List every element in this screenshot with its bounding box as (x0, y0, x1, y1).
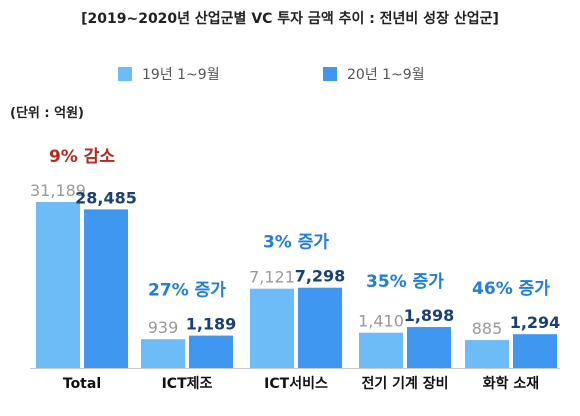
bar-2020-0 (84, 209, 128, 368)
bar-2019-3 (359, 332, 403, 368)
value-label-2019-4: 885 (472, 319, 503, 338)
legend-label-2020: 20년 1~9월 (347, 67, 425, 83)
chart-title: [2019~2020년 산업군별 VC 투자 금액 추이 : 전년비 성장 산업… (81, 11, 499, 27)
bar-2019-1 (141, 339, 185, 368)
legend-swatch-2019 (118, 67, 132, 81)
category-label-2: ICT서비스 (264, 376, 328, 392)
annotation-3: 35% 증가 (366, 272, 444, 292)
bar-2020-4 (513, 334, 557, 368)
legend-label-2019: 19년 1~9월 (142, 67, 220, 83)
annotation-4: 46% 증가 (472, 279, 550, 299)
category-label-3: 전기 기계 장비 (361, 375, 448, 392)
bar-2020-2 (298, 287, 342, 368)
value-label-2020-1: 1,189 (186, 315, 237, 334)
legend-item-2020: 20년 1~9월 (323, 64, 425, 84)
bar-2019-4 (465, 340, 509, 368)
annotation-0: 9% 감소 (49, 147, 115, 167)
legend-item-2019: 19년 1~9월 (118, 64, 220, 84)
bar-2019-2 (250, 288, 294, 368)
unit-label: (단위 : 억원) (10, 106, 84, 121)
annotation-2: 3% 증가 (263, 233, 329, 253)
value-label-2019-0: 31,189 (30, 181, 86, 200)
bar-2019-0 (36, 202, 80, 368)
category-label-1: ICT제조 (162, 376, 213, 392)
bar-2020-1 (189, 335, 233, 368)
value-label-2020-4: 1,294 (510, 313, 561, 332)
category-label-0: Total (63, 376, 101, 392)
value-label-2019-2: 7,121 (249, 268, 295, 287)
value-label-2020-0: 28,485 (75, 188, 137, 207)
category-label-4: 화학 소재 (483, 376, 539, 392)
legend-swatch-2020 (323, 67, 337, 81)
bar-2020-3 (407, 327, 451, 368)
value-label-2020-3: 1,898 (404, 306, 455, 325)
value-label-2020-2: 7,298 (295, 267, 346, 286)
annotation-1: 27% 증가 (148, 281, 226, 301)
value-label-2019-3: 1,410 (358, 312, 404, 331)
value-label-2019-1: 939 (148, 318, 179, 337)
